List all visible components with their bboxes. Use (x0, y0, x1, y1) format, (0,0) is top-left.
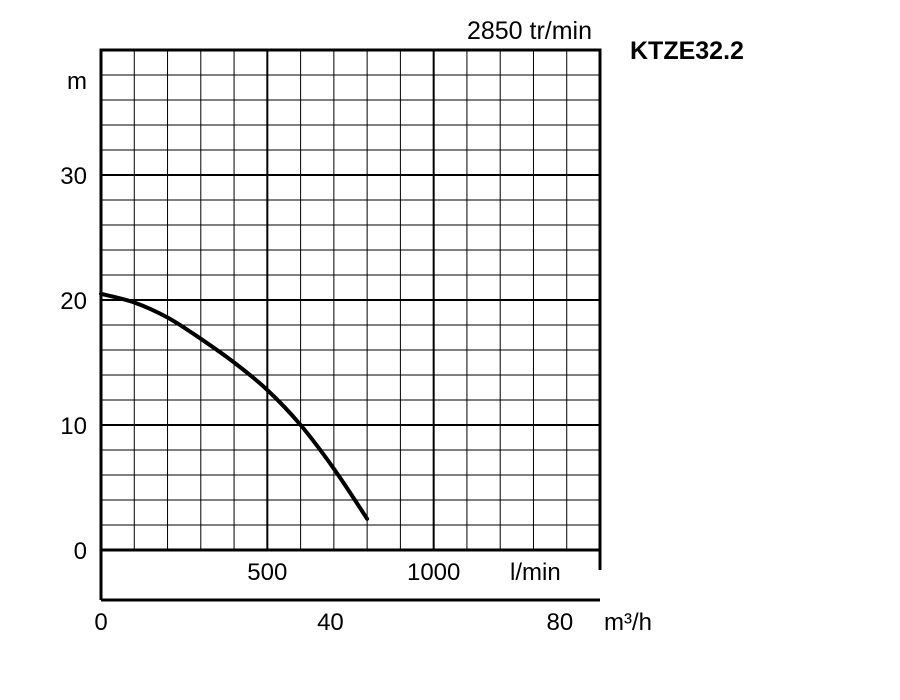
plot-frame (99, 48, 602, 552)
lmin-tick-label: 1000 (407, 559, 460, 586)
m3h-tick-label: 0 (94, 609, 107, 636)
y-tick-label: 20 (60, 288, 87, 315)
tick-labels: 0 10 20 30 500 1000 0 40 80 (60, 163, 573, 636)
pump-curve-line (99, 291, 370, 521)
lmin-tick-label: 500 (247, 559, 287, 586)
flow-m3h-unit: m³/h (604, 609, 652, 636)
m3h-tick-label: 40 (317, 609, 344, 636)
curve-layer (99, 291, 370, 521)
m3h-tick-label: 80 (546, 609, 573, 636)
chart-title: KTZE32.2 (630, 37, 744, 65)
flow-lmin-unit: l/min (510, 559, 561, 586)
y-tick-label: 0 (74, 538, 87, 565)
speed-label: 2850 tr/min (467, 17, 592, 45)
grid (101, 50, 600, 550)
y-tick-label: 10 (60, 413, 87, 440)
lower-axes (99, 550, 602, 602)
y-tick-label: 30 (60, 163, 87, 190)
y-axis-unit: m (67, 68, 87, 95)
